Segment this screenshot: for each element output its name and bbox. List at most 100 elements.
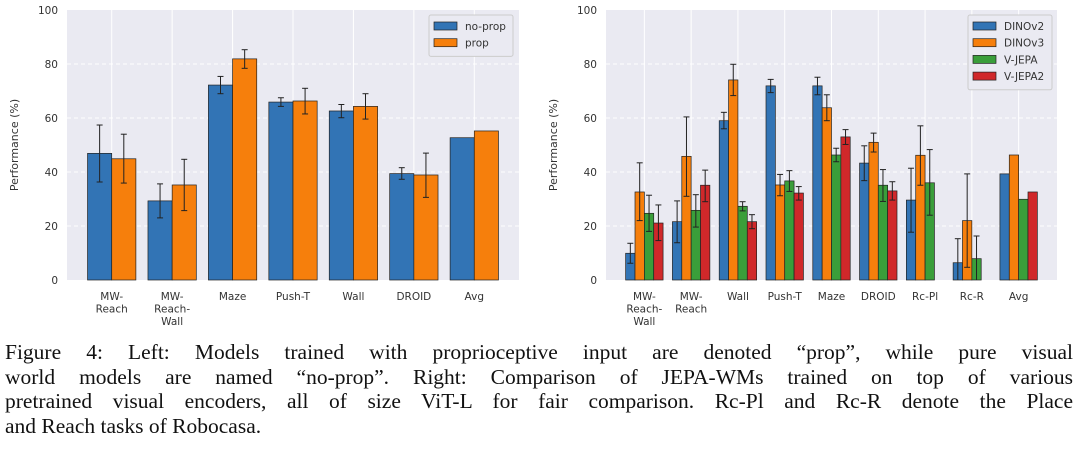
x-tick-label: Push-T [768,291,803,303]
x-tick-label-line: Maze [818,291,845,303]
legend-swatch [972,71,997,81]
caption-line-3: pretrained visual encoders, all of size … [5,389,1073,413]
x-tick-label: MW-Reach [675,291,707,316]
x-tick-label: Rc-Pl [912,291,938,303]
bar-prop [232,58,258,281]
x-tick-label-line: Maze [219,291,246,303]
x-tick-label: MW-Reach-Wall [154,291,190,328]
bar-dinov2 [999,173,1010,281]
bar-v-jepa2 [793,192,804,281]
x-tick-label: Push-T [276,291,311,303]
legend-box [967,14,1053,91]
x-tick-label-line: MW- [100,291,123,303]
x-tick-label: Maze [219,291,246,303]
caption-line-4: and Reach tasks of Robocasa. [5,413,262,438]
bar-prop [292,100,318,281]
x-tick-label-line: Reach [675,304,707,316]
caption-line-2: world models are named “no-prop”. Right:… [5,364,1073,389]
x-tick-label-line: Push-T [768,291,803,303]
x-tick-label: Rc-R [960,291,984,303]
y-tick-label: 80 [45,59,58,71]
bar-v-jepa [1018,198,1029,281]
x-tick-label-line: Push-T [276,291,311,303]
bar-dinov3 [728,79,739,281]
x-tick-label: Wall [727,291,749,303]
bar-no-prop [208,84,233,281]
bar-prop [473,130,499,281]
bar-no-prop [389,173,415,281]
x-tick-label-line: DROID [396,291,431,303]
bar-v-jepa [784,180,795,281]
y-axis-label: Performance (%) [547,99,560,191]
x-tick-label-line: Reach- [154,304,190,316]
x-tick-label-line: Avg [465,291,484,303]
x-tick-label: DROID [861,291,896,303]
bar-dinov3 [775,184,786,281]
x-tick-label-line: Wall [161,316,183,328]
x-tick-label-line: Wall [727,291,749,303]
figure-caption: Figure 4: Left: Models trained with prop… [5,340,1073,438]
x-tick-label: DROID [396,291,431,303]
x-tick-label-line: DROID [861,291,896,303]
y-tick-label: 100 [577,5,597,17]
y-tick-label: 80 [584,59,597,71]
x-tick-label-line: Avg [1009,291,1028,303]
bar-no-prop [268,101,294,281]
x-tick-label-line: Rc-Pl [912,291,938,303]
bar-prop [353,106,378,281]
legend-label: V-JEPA [1004,54,1038,66]
y-tick-label: 60 [584,113,597,125]
legend-label: V-JEPA2 [1004,71,1044,83]
bar-no-prop [449,137,475,281]
bar-dinov2 [765,85,776,281]
y-tick-label: 40 [584,167,597,179]
x-tick-label-line: MW- [633,291,656,303]
bar-v-jepa2 [840,136,851,281]
x-tick-label-line: MW- [680,291,703,303]
y-axis-label: Performance (%) [8,99,21,191]
x-tick-label: MW-Reach-Wall [626,291,662,328]
y-tick-label: 40 [45,167,58,179]
bar-no-prop [328,110,354,281]
x-tick-label-line: Reach- [626,304,662,316]
x-tick-label: MW-Reach [96,291,128,316]
legend-swatch [972,38,997,48]
legend-swatch [972,21,997,31]
x-tick-label-line: Rc-R [960,291,984,303]
x-tick-label-line: Wall [633,316,655,328]
x-tick-label-line: Wall [342,291,364,303]
bar-no-prop [147,200,173,281]
bar-v-jepa [831,154,842,281]
legend-label: no-prop [465,21,506,33]
x-tick-label: Maze [818,291,845,303]
y-tick-label: 20 [584,221,597,233]
x-tick-label: Avg [465,291,484,303]
y-tick-label: 0 [590,275,597,287]
bar-v-jepa2 [887,190,898,281]
legend-label: prop [465,38,489,50]
legend-label: DINOv2 [1004,21,1044,33]
bar-dinov2 [718,120,729,281]
legend-swatch [972,55,997,64]
bar-dinov3 [1008,154,1019,281]
bar-v-jepa2 [746,221,757,281]
legend-swatch [433,21,458,31]
y-tick-label: 60 [45,113,58,125]
bar-dinov3 [821,107,832,281]
bar-v-jepa2 [1027,191,1038,281]
legend-swatch [433,38,458,48]
y-tick-label: 100 [38,5,58,17]
y-tick-label: 20 [45,221,58,233]
x-tick-label: Wall [342,291,364,303]
bar-dinov3 [868,141,879,281]
bar-v-jepa [737,205,748,281]
y-tick-label: 0 [51,275,58,287]
legend-label: DINOv3 [1004,38,1044,50]
x-tick-label: Avg [1009,291,1028,303]
caption-line-1: Figure 4: Left: Models trained with prop… [5,340,1073,364]
x-tick-label-line: MW- [161,291,184,303]
legend: no-prop prop [428,14,514,57]
legend: DINOv2 DINOv3 V-JEPA V-JEPA2 [967,14,1053,91]
